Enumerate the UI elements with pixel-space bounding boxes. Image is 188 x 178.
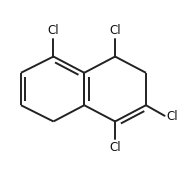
Text: Cl: Cl	[109, 141, 121, 154]
Text: Cl: Cl	[109, 24, 121, 37]
Text: Cl: Cl	[48, 24, 59, 37]
Text: Cl: Cl	[166, 110, 178, 123]
